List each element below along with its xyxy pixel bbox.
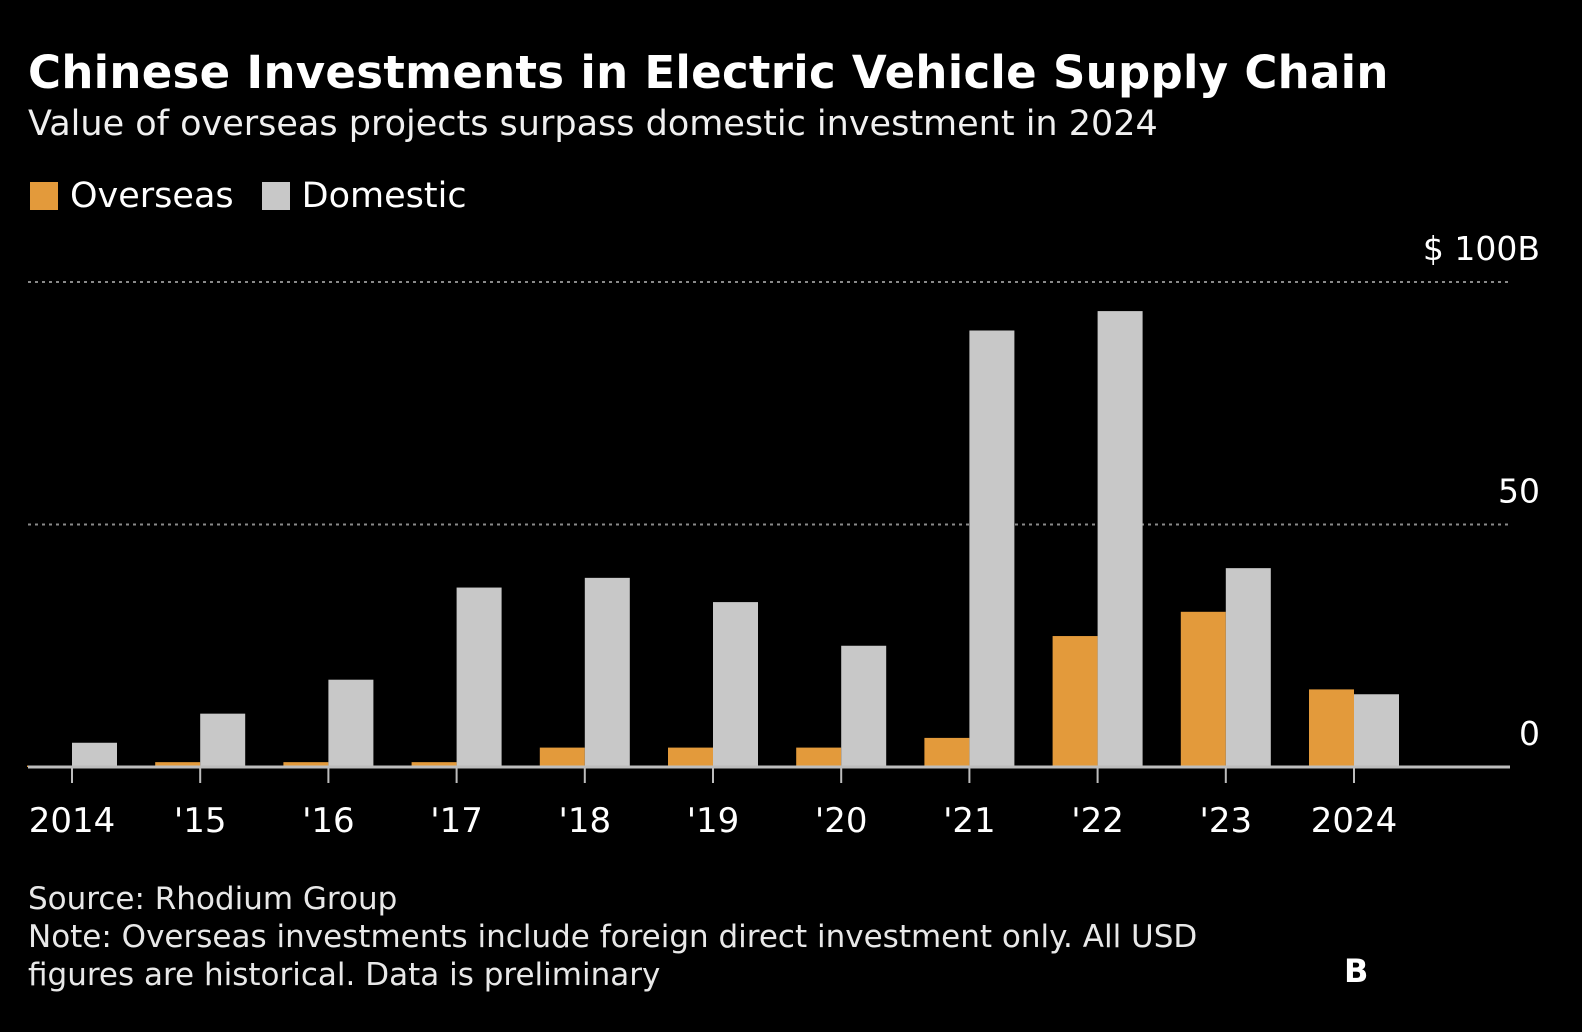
bar-overseas-8 bbox=[1052, 636, 1098, 767]
footer: Source: Rhodium Group Note: Overseas inv… bbox=[28, 880, 1197, 994]
x-tick-label-3: '17 bbox=[430, 801, 483, 841]
bar-overseas-5 bbox=[668, 747, 713, 767]
legend-label-overseas: Overseas bbox=[70, 176, 234, 216]
bar-domestic-7 bbox=[969, 330, 1015, 767]
x-tick-label-6: '20 bbox=[815, 801, 868, 841]
publisher-logo: B bbox=[1344, 952, 1369, 990]
x-tick-label-9: '23 bbox=[1199, 801, 1252, 841]
legend-item-domestic: Domestic bbox=[261, 176, 467, 216]
x-tick-label-7: '21 bbox=[943, 801, 996, 841]
bar-domestic-6 bbox=[841, 645, 887, 767]
bar-overseas-9 bbox=[1180, 611, 1226, 767]
chart-title: Chinese Investments in Electric Vehicle … bbox=[28, 46, 1389, 99]
bar-overseas-7 bbox=[924, 737, 970, 767]
bar-domestic-5 bbox=[713, 602, 758, 767]
x-tick-label-0: 2014 bbox=[29, 801, 116, 841]
source-note: Source: Rhodium Group bbox=[28, 881, 398, 917]
bar-domestic-4 bbox=[584, 577, 630, 767]
y-tick-label-100: $ 100B bbox=[1423, 229, 1540, 268]
x-tick-label-1: '15 bbox=[174, 801, 227, 841]
bar-overseas-3 bbox=[411, 762, 457, 767]
note-line-1: Note: Overseas investments include forei… bbox=[28, 919, 1198, 955]
bar-overseas-4 bbox=[539, 747, 585, 767]
legend-swatch-domestic bbox=[261, 182, 290, 210]
x-tick-label-5: '19 bbox=[687, 801, 740, 841]
bar-domestic-0 bbox=[72, 742, 117, 767]
legend-label-domestic: Domestic bbox=[301, 176, 467, 216]
bar-domestic-8 bbox=[1097, 311, 1143, 767]
y-tick-label-0: 0 bbox=[1519, 714, 1540, 753]
x-tick-label-2: '16 bbox=[302, 801, 355, 841]
bar-domestic-1 bbox=[200, 713, 246, 767]
legend-swatch-overseas bbox=[30, 182, 58, 210]
note-line-2: figures are historical. Data is prelimin… bbox=[28, 957, 661, 993]
x-tick-label-4: '18 bbox=[558, 801, 611, 841]
legend-item-overseas: Overseas bbox=[30, 176, 234, 216]
bar-overseas-10 bbox=[1309, 689, 1354, 767]
bar-domestic-2 bbox=[328, 679, 374, 767]
bar-domestic-10 bbox=[1354, 694, 1399, 767]
bar-overseas-1 bbox=[155, 762, 201, 767]
chart-subtitle: Value of overseas projects surpass domes… bbox=[28, 104, 1158, 144]
bar-domestic-3 bbox=[456, 587, 502, 767]
bar-overseas-2 bbox=[283, 762, 329, 767]
x-tick-label-8: '22 bbox=[1071, 801, 1124, 841]
bar-domestic-9 bbox=[1225, 568, 1271, 767]
legend: Overseas Domestic bbox=[30, 176, 495, 216]
x-tick-label-10: 2024 bbox=[1311, 801, 1398, 841]
y-tick-label-50: 50 bbox=[1498, 472, 1540, 511]
bar-overseas-6 bbox=[796, 747, 842, 767]
